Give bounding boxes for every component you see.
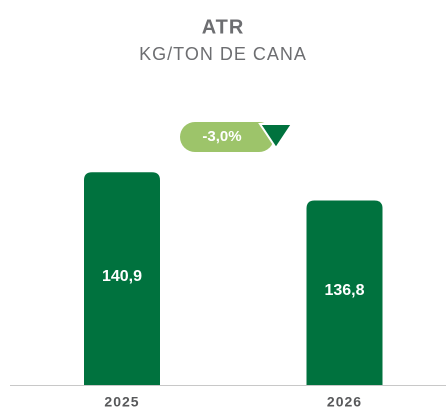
annotation-pill [180, 122, 274, 152]
annotation-text: -3,0% [202, 128, 241, 145]
x-tick-label: 2026 [327, 394, 362, 410]
x-tick-label: 2025 [104, 394, 139, 410]
value-label: 136,8 [324, 282, 364, 299]
chart-subtitle: KG/TON DE CANA [139, 44, 307, 64]
value-label: 140,9 [102, 268, 142, 285]
bar [306, 200, 383, 385]
chart-title: ATR [202, 16, 245, 38]
annotation-arrow [258, 123, 294, 150]
bar [84, 172, 160, 385]
annotation: -3,0% [180, 122, 294, 152]
